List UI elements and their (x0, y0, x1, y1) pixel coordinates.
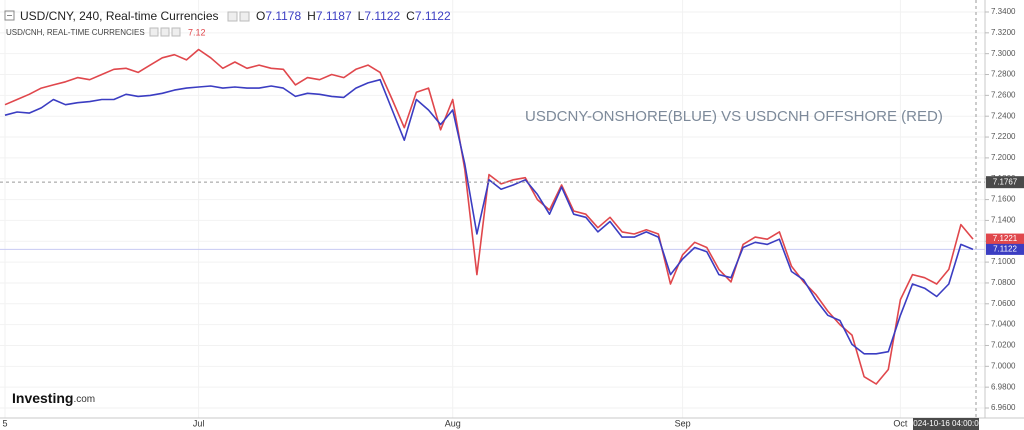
y-tick-label: 7.1600 (991, 195, 1016, 204)
y-tick-label: 7.0600 (991, 299, 1016, 308)
grid (0, 0, 985, 418)
ohlc-value: 7.1187 (316, 9, 352, 23)
last-value-label: 7.1122 (993, 245, 1017, 254)
watermark-suffix: .com (73, 394, 95, 405)
ohlc-value: 7.1122 (415, 9, 451, 23)
ohlc-label: O (256, 9, 265, 23)
y-tick-label: 7.2000 (991, 153, 1016, 162)
y-tick-label: 7.2400 (991, 111, 1016, 120)
x-tick-label: Oct (893, 418, 908, 428)
x-tick-label: Sep (675, 418, 691, 428)
last-value-tag (986, 243, 1024, 255)
crosshair-price-tag (986, 176, 1024, 189)
watermark: Investing.com (12, 390, 95, 406)
annotation: USDCNY-ONSHORE(BLUE) VS USDCNH OFFSHORE … (525, 108, 943, 125)
y-tick-label: 7.0000 (991, 361, 1016, 370)
secondary-legend-name: USD/CNH, REAL-TIME CURRENCIES (6, 28, 145, 37)
y-tick-label: 7.0400 (991, 320, 1016, 329)
y-tick-label: 7.1000 (991, 257, 1016, 266)
ohlc-value: 7.1122 (364, 9, 400, 23)
crosshair-time-tag (913, 418, 979, 430)
ohlc-label: H (307, 9, 316, 23)
chart-title: USD/CNY, 240, Real-time Currencies (20, 9, 219, 23)
x-tick-label: Jul (193, 418, 205, 428)
y-tick-label: 7.2200 (991, 132, 1016, 141)
y-tick-label: 7.3200 (991, 28, 1016, 37)
collapse-icon[interactable] (4, 10, 15, 21)
y-tick-label: 7.0200 (991, 341, 1016, 350)
crosshair-price: 7.1767 (993, 177, 1018, 186)
x-tick-label: Aug (445, 418, 461, 428)
toolbar-icons[interactable] (149, 11, 250, 37)
ohlc-value: 7.1178 (265, 9, 301, 23)
series-line (4, 78, 974, 355)
watermark-brand: Investing (12, 390, 73, 406)
ohlc-label: C (406, 9, 415, 23)
y-tick-label: 7.2600 (991, 90, 1016, 99)
last-value-label: 7.1221 (993, 234, 1018, 243)
crosshair-time: 2024-10-16 04:00:00 (909, 419, 984, 428)
y-tick-label: 7.0800 (991, 278, 1016, 287)
y-tick-label: 7.1400 (991, 216, 1016, 225)
y-tick-label: 6.9800 (991, 382, 1016, 391)
ohlc-readout: O7.1178 H7.1187 L7.1122 C7.1122 (256, 9, 451, 23)
last-value-tag (986, 233, 1024, 245)
x-tick-label: 5 (2, 418, 7, 428)
plot (4, 48, 974, 385)
ohlc-label: L (358, 9, 365, 23)
series-line (4, 48, 974, 385)
y-tick-label: 7.3000 (991, 49, 1016, 58)
y-tick-label: 7.3400 (991, 7, 1016, 16)
y-tick-label: 7.2800 (991, 70, 1016, 79)
y-tick-label: 6.9600 (991, 403, 1016, 412)
secondary-legend-value: 7.12 (188, 27, 206, 37)
